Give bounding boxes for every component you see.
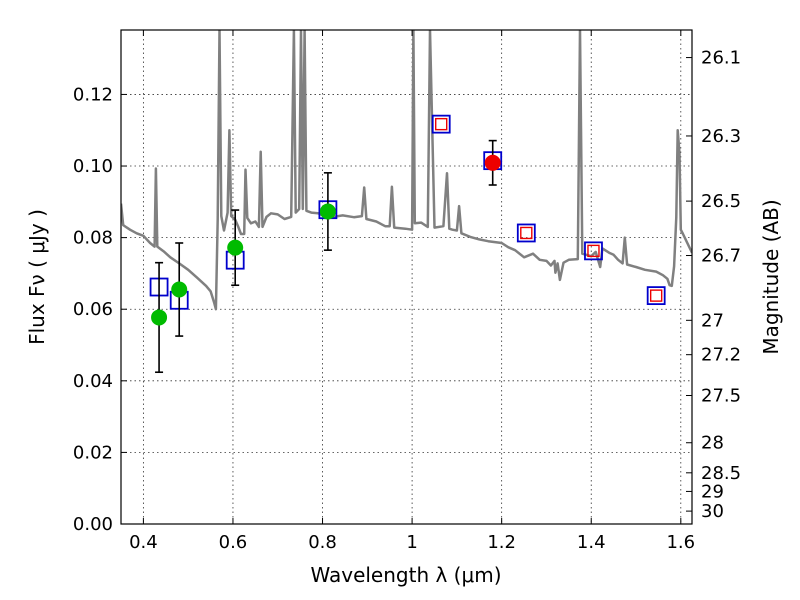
model-photometry-square bbox=[584, 241, 603, 261]
x-tick-label: 1.2 bbox=[487, 532, 516, 553]
x-tick-label: 1.4 bbox=[577, 532, 606, 553]
x-tick-label: 0.4 bbox=[129, 532, 158, 553]
plot-frame bbox=[120, 29, 693, 525]
tick-layer: 0.4 0.6 0.8 1 1.2 1.4 1.6 0.00 0.02 0.04 0.06 0.08 0… bbox=[73, 30, 741, 553]
y-axis-label-right: Magnitude (AB) bbox=[759, 199, 783, 354]
upper-limit-square bbox=[435, 117, 448, 131]
upper-limit-square bbox=[520, 226, 533, 240]
observed-point bbox=[319, 203, 336, 220]
right-tick-label: 27.5 bbox=[701, 385, 741, 406]
right-tick-label: 28 bbox=[701, 433, 724, 454]
marker-layer bbox=[149, 114, 666, 374]
model-photometry-square bbox=[646, 286, 666, 306]
y-tick-label: 0.00 bbox=[73, 514, 113, 535]
right-tick-label: 28.5 bbox=[701, 463, 741, 484]
right-tick-label: 27.2 bbox=[701, 345, 741, 366]
right-tick-label: 26.3 bbox=[701, 126, 741, 147]
detection-point bbox=[484, 154, 501, 171]
x-tick-label: 0.8 bbox=[308, 532, 337, 553]
right-tick-label: 27 bbox=[701, 310, 724, 331]
spectrum-line bbox=[121, 30, 692, 311]
y-axis-label: Flux Fν ( μJy ) bbox=[25, 209, 49, 345]
grid bbox=[121, 30, 692, 525]
x-tick-label: 1.6 bbox=[666, 532, 695, 553]
right-tick-label: 26.5 bbox=[701, 191, 741, 212]
y-tick-label: 0.04 bbox=[73, 371, 113, 392]
x-tick-label: 0.6 bbox=[219, 532, 248, 553]
right-tick-label: 26.1 bbox=[701, 48, 741, 69]
model-photometry-square bbox=[516, 223, 536, 243]
right-tick-label: 29 bbox=[701, 481, 724, 502]
x-tick-label: 1 bbox=[406, 532, 417, 553]
right-tick-label: 30 bbox=[701, 501, 724, 522]
model-photometry-square bbox=[431, 114, 451, 134]
x-axis-label: Wavelength λ (μm) bbox=[310, 563, 501, 587]
observed-point bbox=[227, 239, 244, 256]
right-tick-label: 26.7 bbox=[701, 246, 741, 267]
observed-point bbox=[151, 309, 168, 326]
y-tick-label: 0.08 bbox=[73, 228, 113, 249]
y-tick-label: 0.12 bbox=[73, 84, 113, 105]
spectrum-layer bbox=[121, 30, 692, 311]
y-tick-label: 0.06 bbox=[73, 299, 113, 320]
upper-limit-square bbox=[649, 289, 663, 302]
y-tick-label: 0.10 bbox=[73, 156, 113, 177]
y-tick-label: 0.02 bbox=[73, 442, 113, 463]
upper-limit-square bbox=[587, 244, 600, 258]
observed-point bbox=[171, 281, 188, 298]
